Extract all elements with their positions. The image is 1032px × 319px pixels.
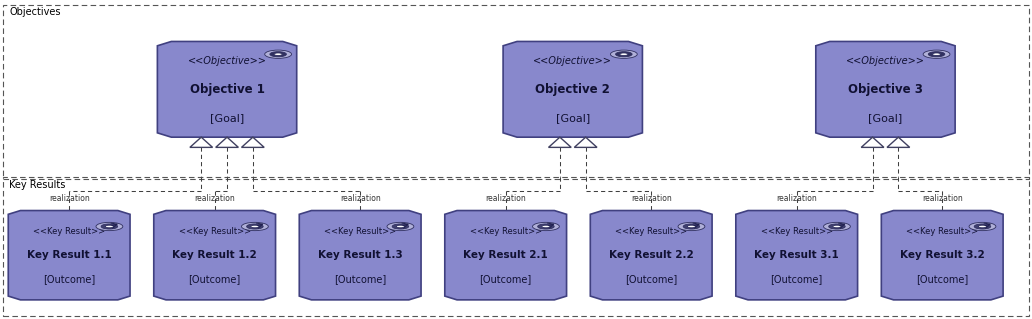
Polygon shape [190,137,213,147]
Circle shape [273,53,282,56]
Circle shape [929,52,944,57]
Text: Key Result 1.1: Key Result 1.1 [27,250,111,260]
Text: [Outcome]: [Outcome] [625,274,677,284]
Text: <<Key Result>>: <<Key Result>> [33,227,105,236]
Polygon shape [574,137,596,147]
Circle shape [101,224,118,229]
Circle shape [387,222,414,231]
Text: [Outcome]: [Outcome] [189,274,240,284]
Text: realization: realization [194,194,235,203]
Polygon shape [590,211,712,300]
Text: realization: realization [631,194,672,203]
Polygon shape [241,137,264,147]
Text: <<Key Result>>: <<Key Result>> [179,227,251,236]
Circle shape [251,225,259,228]
Polygon shape [8,211,130,300]
Text: <<Objective>>: <<Objective>> [188,56,266,66]
Polygon shape [216,137,238,147]
Text: realization: realization [485,194,526,203]
Text: [Outcome]: [Outcome] [43,274,95,284]
Circle shape [923,50,949,58]
Circle shape [538,224,554,229]
Text: Key Results: Key Results [9,180,66,189]
Text: Objective 2: Objective 2 [536,83,610,96]
Circle shape [533,222,559,231]
Text: Key Result 1.2: Key Result 1.2 [172,250,257,260]
Circle shape [247,224,263,229]
Text: [Goal]: [Goal] [555,113,590,123]
Polygon shape [154,211,276,300]
Circle shape [264,50,291,58]
Polygon shape [886,137,910,147]
Text: [Goal]: [Goal] [868,113,903,123]
Text: realization: realization [340,194,381,203]
Polygon shape [549,137,572,147]
Text: <<Objective>>: <<Objective>> [534,56,612,66]
Circle shape [687,225,696,228]
Text: [Outcome]: [Outcome] [916,274,968,284]
Text: Objective 1: Objective 1 [190,83,264,96]
Text: [Outcome]: [Outcome] [334,274,386,284]
Text: realization: realization [776,194,817,203]
Circle shape [96,222,123,231]
Text: <<Key Result>>: <<Key Result>> [615,227,687,236]
Circle shape [974,224,991,229]
Polygon shape [815,41,956,137]
Circle shape [392,224,409,229]
Text: <<Key Result>>: <<Key Result>> [324,227,396,236]
Text: realization: realization [49,194,90,203]
Text: Key Result 3.2: Key Result 3.2 [900,250,985,260]
Circle shape [829,224,845,229]
Polygon shape [445,211,567,300]
Circle shape [978,225,987,228]
Circle shape [396,225,405,228]
Text: Key Result 1.3: Key Result 1.3 [318,250,402,260]
Text: [Outcome]: [Outcome] [480,274,531,284]
Circle shape [969,222,996,231]
Text: Key Result 2.1: Key Result 2.1 [463,250,548,260]
Circle shape [615,52,632,57]
Text: realization: realization [922,194,963,203]
Circle shape [824,222,850,231]
Circle shape [542,225,550,228]
Text: <<Key Result>>: <<Key Result>> [906,227,978,236]
Circle shape [269,52,286,57]
Circle shape [241,222,268,231]
Text: Objectives: Objectives [9,7,61,17]
Polygon shape [861,137,883,147]
Polygon shape [504,41,642,137]
Circle shape [932,53,941,56]
Text: [Outcome]: [Outcome] [771,274,823,284]
Text: Key Result 2.2: Key Result 2.2 [609,250,694,260]
Text: <<Key Result>>: <<Key Result>> [470,227,542,236]
Bar [3,177,1029,316]
Text: Key Result 3.1: Key Result 3.1 [754,250,839,260]
Circle shape [683,224,700,229]
Circle shape [105,225,114,228]
Polygon shape [736,211,858,300]
Bar [3,5,1029,179]
Circle shape [833,225,841,228]
Text: <<Key Result>>: <<Key Result>> [761,227,833,236]
Circle shape [619,53,628,56]
Circle shape [611,50,638,58]
Text: [Goal]: [Goal] [209,113,245,123]
Polygon shape [157,41,297,137]
Text: <<Objective>>: <<Objective>> [846,56,925,66]
Polygon shape [299,211,421,300]
Text: Objective 3: Objective 3 [848,83,923,96]
Polygon shape [881,211,1003,300]
Circle shape [678,222,705,231]
